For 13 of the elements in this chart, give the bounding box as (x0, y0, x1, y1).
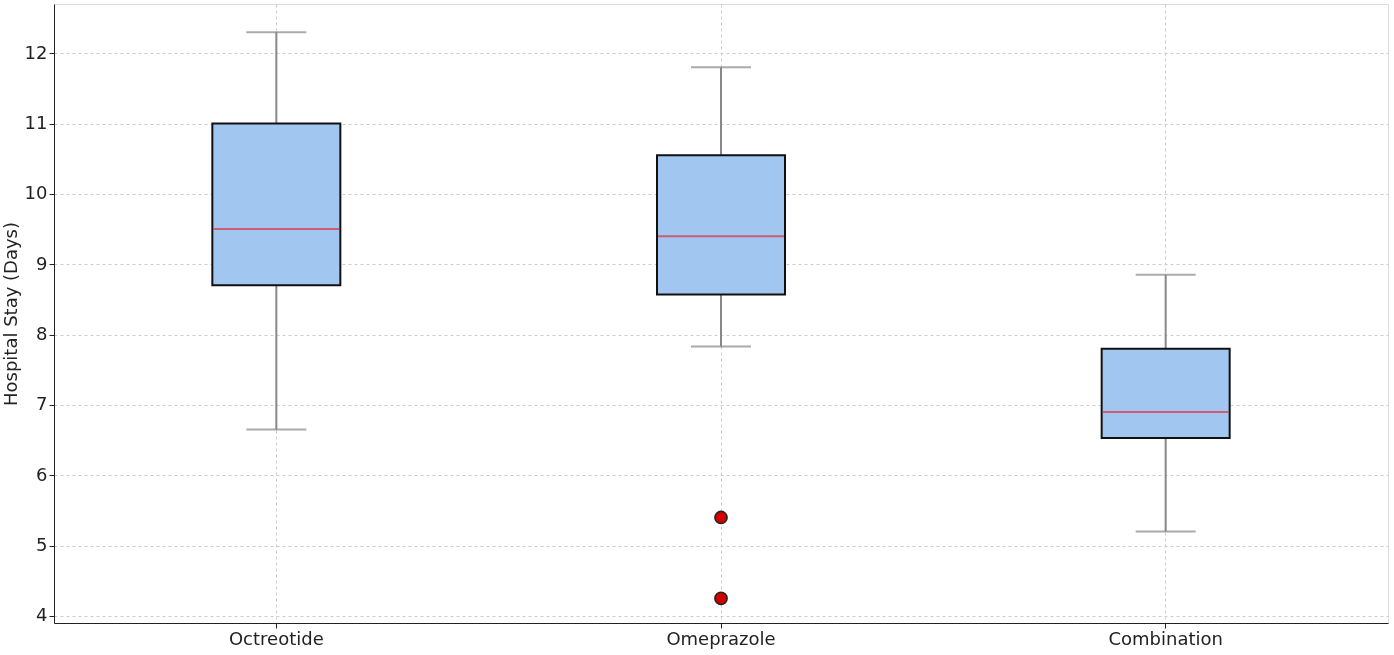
y-tick-label: 10 (24, 182, 48, 204)
y-tick-label: 7 (36, 393, 48, 415)
y-tick-label: 12 (24, 41, 48, 63)
x-tick-label: Octreotide (228, 627, 324, 649)
y-tick-label: 5 (36, 534, 48, 556)
x-tick-label: Omeprazole (666, 627, 776, 649)
x-tick-label: Combination (1108, 627, 1223, 649)
y-tick-label: 8 (36, 323, 48, 345)
y-tick-label: 6 (36, 463, 48, 485)
y-tick-label: 11 (24, 112, 48, 134)
y-axis-title: Hospital Stay (Days) (0, 221, 21, 407)
y-tick-label: 9 (36, 252, 48, 274)
y-tick-label: 4 (36, 604, 48, 626)
